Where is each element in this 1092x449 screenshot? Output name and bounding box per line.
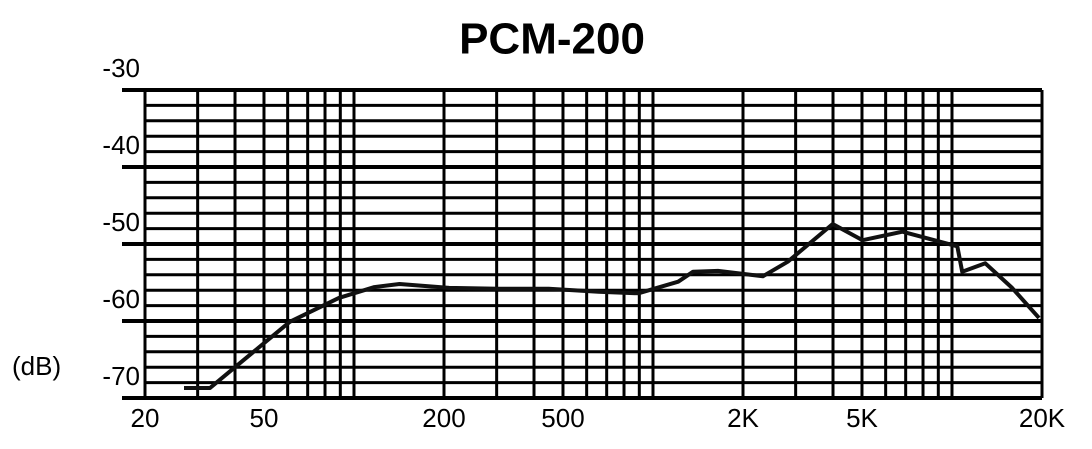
- x-tick-label: 200: [422, 403, 465, 433]
- y-tick-label: -50: [102, 207, 140, 237]
- chart-title: PCM-200: [459, 15, 645, 64]
- x-tick-label: 500: [541, 403, 584, 433]
- y-tick-label: -30: [102, 53, 140, 83]
- response-curve: [184, 222, 1041, 390]
- x-tick-label: 20: [131, 403, 160, 433]
- x-tick-label: 20K: [1019, 403, 1066, 433]
- y-tick-label: -60: [102, 284, 140, 314]
- x-tick-label: 2K: [727, 403, 759, 433]
- y-tick-label: -70: [102, 361, 140, 391]
- y-axis-label: (dB): [12, 351, 61, 381]
- x-tick-label: 50: [250, 403, 279, 433]
- y-tick-label: -40: [102, 130, 140, 160]
- x-tick-label: 5K: [846, 403, 878, 433]
